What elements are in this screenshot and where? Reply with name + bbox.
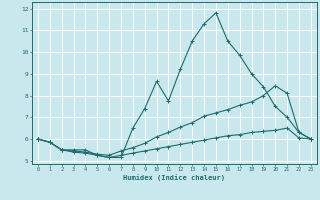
X-axis label: Humidex (Indice chaleur): Humidex (Indice chaleur) — [124, 174, 225, 181]
